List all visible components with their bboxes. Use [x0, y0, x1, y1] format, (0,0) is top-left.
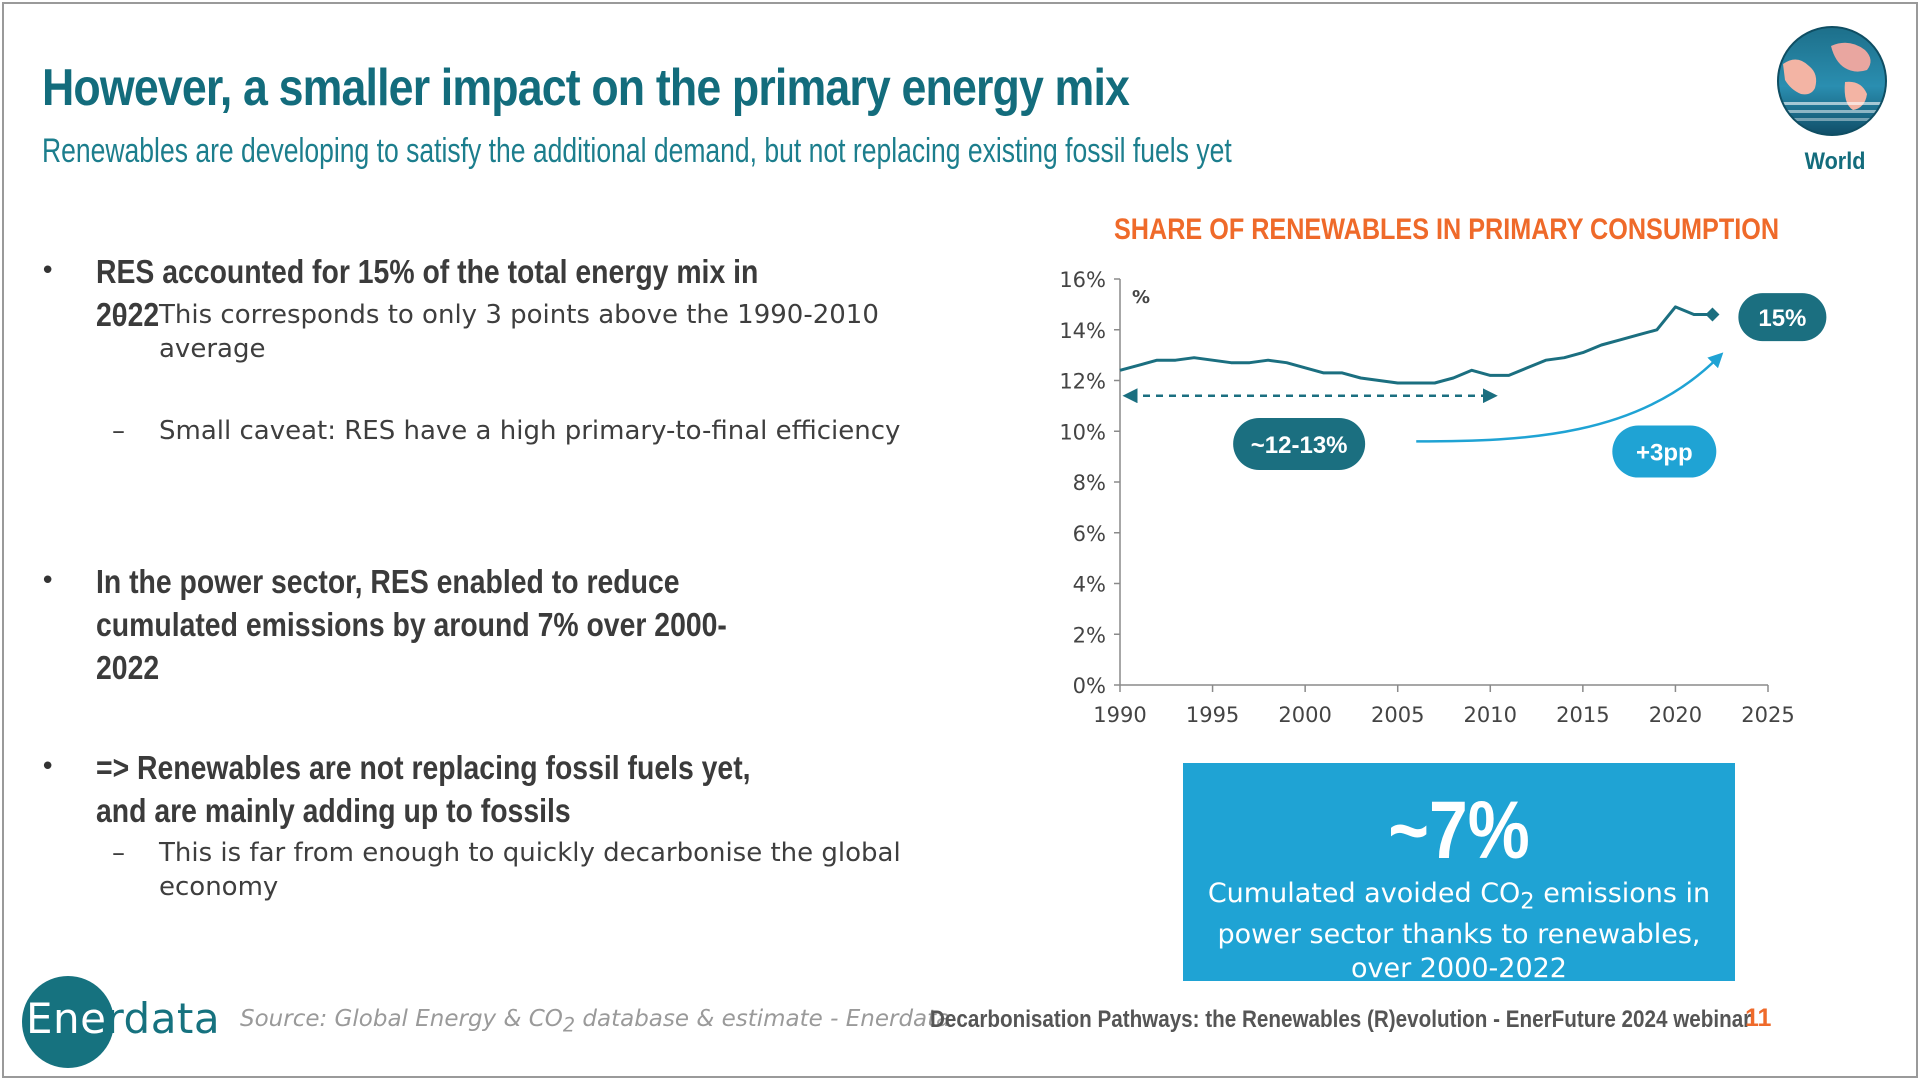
last-point-marker — [1705, 307, 1720, 322]
increase-pill — [1612, 425, 1717, 478]
slide-subtitle: Renewables are developing to satisfy the… — [42, 132, 1232, 170]
enerdata-logo-text: Enerdata — [26, 994, 220, 1043]
bullet-marker: • — [40, 566, 56, 596]
sub-bullet-text: This corresponds to only 3 points above … — [159, 300, 879, 364]
increase-label: +3pp — [1636, 440, 1693, 467]
bullet-text: => Renewables are not replacing fossil f… — [96, 749, 751, 829]
enerdata-logo — [22, 976, 114, 1068]
page-number: 11 — [1745, 1004, 1772, 1032]
x-tick-label: 2020 — [1649, 703, 1702, 727]
sub-bullet-text: Small caveat: RES have a high primary-to… — [159, 416, 901, 446]
sub-bullet-text: This is far from enough to quickly decar… — [159, 838, 901, 902]
kpi-box: ~7% Cumulated avoided CO2 emissions in p… — [1183, 763, 1735, 984]
chart-title: SHARE OF RENEWABLES IN PRIMARY CONSUMPTI… — [1114, 213, 1780, 246]
average-pill — [1233, 417, 1366, 470]
sub-bullet-marker: – — [112, 838, 125, 868]
bullet-marker: • — [40, 256, 56, 286]
increase-arrow — [1416, 352, 1724, 443]
y-tick-label: 4% — [1073, 573, 1106, 597]
y-tick-label: 16% — [1059, 268, 1106, 292]
x-tick-label: 2010 — [1464, 703, 1517, 727]
source-note: Source: Global Energy & CO2 database & e… — [240, 1006, 950, 1037]
series-line — [1119, 305, 1713, 385]
x-tick-label: 2015 — [1556, 703, 1609, 727]
bullet-text: RES accounted for 15% of the total energ… — [96, 253, 759, 333]
kpi-text-sub: 2 — [1520, 888, 1535, 915]
slide-title: However, a smaller impact on the primary… — [42, 59, 1130, 117]
x-tick-label: 2000 — [1278, 703, 1331, 727]
renewables-share-chart: 0% 2% 4% 6% 8% 10% 12% 14% 16% 1990 1995 2000 2005 20… — [1059, 268, 1827, 727]
y-tick-label: 0% — [1073, 674, 1106, 698]
y-tick-label: 8% — [1073, 471, 1106, 495]
end-value-label: 15% — [1758, 305, 1806, 332]
kpi-description: Cumulated avoided CO2 emissions in power… — [1183, 877, 1735, 986]
source-after: database & estimate - Enerdata — [575, 1006, 951, 1032]
y-tick-label: 12% — [1059, 370, 1106, 394]
logo-text-part: Ene — [26, 994, 107, 1043]
region-label: World — [1804, 148, 1866, 175]
kpi-value: ~7% — [1388, 785, 1530, 876]
average-label: ~12-13% — [1251, 432, 1348, 459]
x-tick-label: 1995 — [1186, 703, 1239, 727]
x-tick-label: 2025 — [1741, 703, 1794, 727]
end-value-pill — [1738, 293, 1827, 342]
source-sub: 2 — [562, 1013, 576, 1037]
y-tick-label: 14% — [1059, 319, 1106, 343]
kpi-text-before: Cumulated avoided CO — [1207, 878, 1521, 909]
sub-bullet-marker: – — [112, 416, 125, 446]
footer-title: Decarbonisation Pathways: the Renewables… — [930, 1006, 1752, 1033]
unit-label: % — [1132, 287, 1150, 308]
x-tick-label: 2005 — [1371, 703, 1424, 727]
y-tick-label: 2% — [1073, 623, 1106, 647]
kpi-text-after: emissions in power sector thanks to rene… — [1217, 878, 1711, 985]
x-tick-label: 1990 — [1093, 703, 1146, 727]
y-tick-label: 6% — [1073, 522, 1106, 546]
bullet-text: In the power sector, RES enabled to redu… — [96, 563, 727, 686]
globe-icon — [1777, 26, 1887, 136]
source-before: Source: Global Energy & CO — [240, 1006, 563, 1032]
logo-text-part: rdata — [106, 994, 221, 1043]
bullet-marker: • — [40, 752, 56, 782]
y-tick-label: 10% — [1059, 420, 1106, 444]
sub-bullet-marker: – — [112, 300, 125, 330]
